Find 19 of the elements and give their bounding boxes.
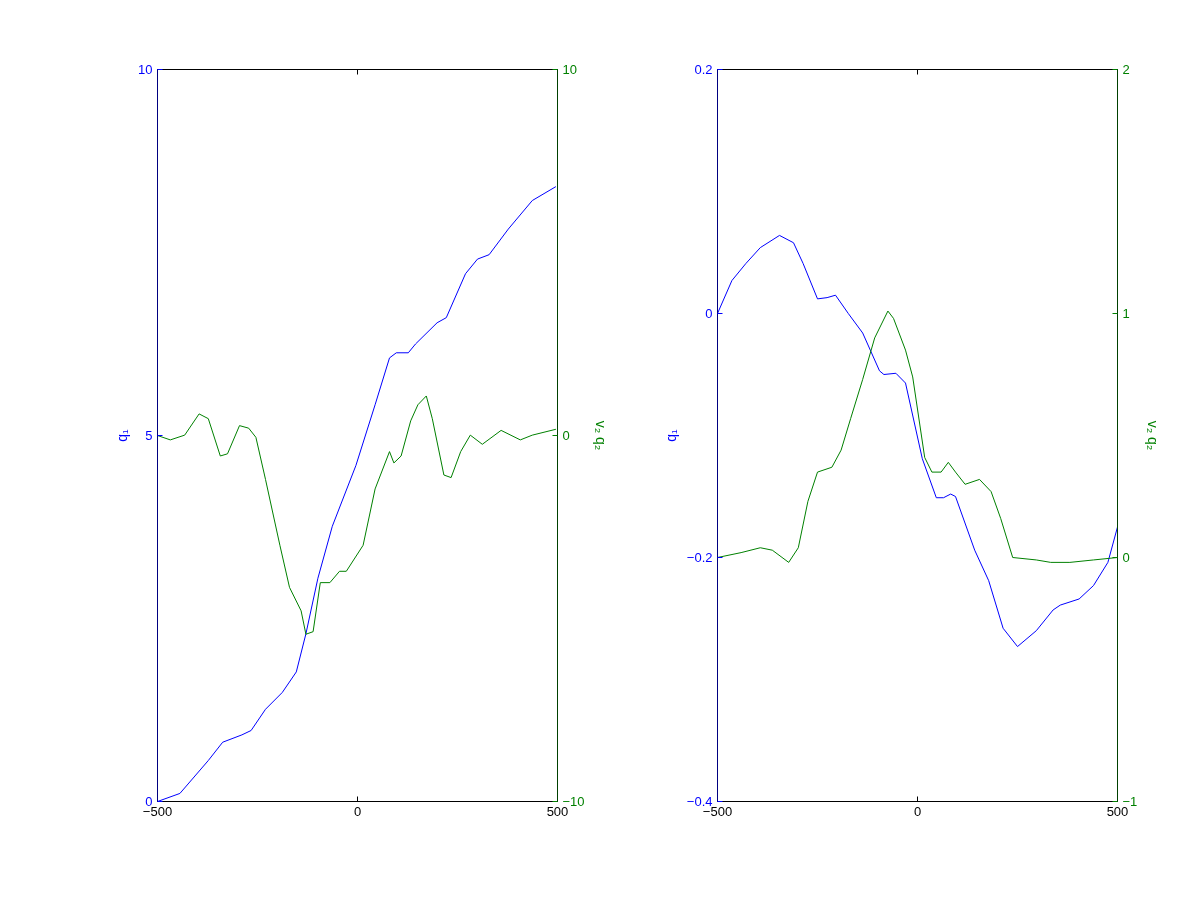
y2-tick-label: 10 bbox=[562, 62, 577, 77]
y-axis-title: q₁ bbox=[114, 428, 131, 442]
y2-tick-label: 0 bbox=[562, 428, 570, 443]
y-tick-label: 5 bbox=[145, 428, 153, 443]
y-tick-label: 0.2 bbox=[694, 62, 713, 77]
y-tick-label: 10 bbox=[138, 62, 153, 77]
y-tick-label: 0 bbox=[705, 306, 713, 321]
y-tick-label: −0.2 bbox=[686, 550, 713, 565]
y-axis-title: q₁ bbox=[662, 428, 679, 442]
y2-axis-title: v₂ q₂ bbox=[1145, 420, 1162, 451]
y2-tick-label: 2 bbox=[1122, 62, 1130, 77]
line-series bbox=[157, 395, 557, 635]
y2-tick-label: 1 bbox=[1122, 306, 1130, 321]
y2-tick-label: 0 bbox=[1122, 550, 1130, 565]
x-tick-label: 500 bbox=[1106, 803, 1129, 819]
x-tick-label: 0 bbox=[913, 803, 922, 819]
y2-axis-title: v₂ q₂ bbox=[592, 420, 609, 451]
x-tick-label: 500 bbox=[546, 803, 569, 819]
x-tick-label: 0 bbox=[353, 803, 362, 819]
